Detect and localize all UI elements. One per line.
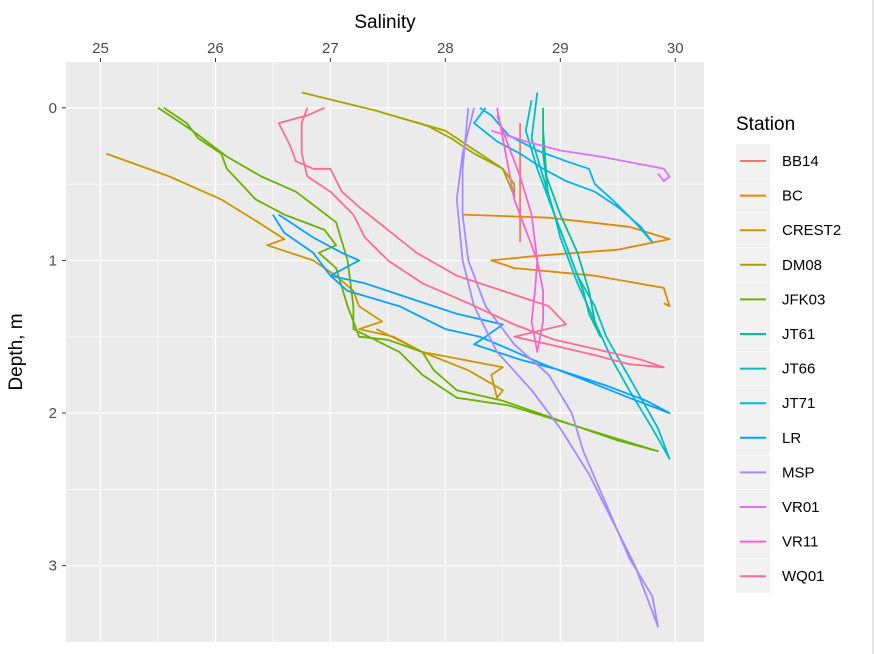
series-layer <box>105 91 671 628</box>
legend-label-vr01: VR01 <box>782 499 820 516</box>
series-line-dm08 <box>301 91 516 198</box>
series-line-crest2 <box>105 152 504 399</box>
y-tick-label: 1 <box>49 252 57 269</box>
legend: Station BB14 BC CREST2 DM08 JFK03 JT61 JT66 JT7… <box>736 114 841 594</box>
x-tick-label: 30 <box>667 40 684 57</box>
y-tick-label: 2 <box>49 405 57 422</box>
legend-label-bc: BC <box>782 188 803 205</box>
y-tick-label: 0 <box>49 100 57 117</box>
series-line-bc <box>462 213 671 308</box>
x-axis-ticks: 25 26 27 28 29 30 <box>92 40 684 62</box>
x-tick-label: 28 <box>437 40 454 57</box>
legend-title: Station <box>736 114 795 135</box>
plot-panel-background <box>66 62 704 642</box>
x-tick-label: 25 <box>92 40 109 57</box>
legend-label-crest2: CREST2 <box>782 222 841 239</box>
x-tick-label: 26 <box>207 40 224 57</box>
legend-label-dm08: DM08 <box>782 257 822 274</box>
x-axis-title: Salinity <box>354 12 416 33</box>
x-tick-label: 27 <box>322 40 339 57</box>
series-line-wq01 <box>277 106 665 369</box>
y-tick-label: 3 <box>49 558 57 575</box>
legend-label-bb14: BB14 <box>782 153 819 170</box>
legend-label-msp: MSP <box>782 464 815 481</box>
series-line-lr <box>272 213 671 414</box>
legend-label-lr: LR <box>782 430 801 447</box>
y-axis-ticks: 0 1 2 3 <box>49 100 66 575</box>
series-line-jt71 <box>473 107 654 243</box>
legend-label-jt71: JT71 <box>782 395 815 412</box>
legend-label-jt61: JT61 <box>782 326 815 343</box>
legend-label-wq01: WQ01 <box>782 568 825 585</box>
x-tick-label: 29 <box>552 40 569 57</box>
series-line-vr01 <box>491 129 671 182</box>
series-line-jt66 <box>524 92 671 460</box>
y-axis-title: Depth, m <box>6 313 27 390</box>
major-gridlines <box>66 62 704 642</box>
legend-label-jt66: JT66 <box>782 361 815 378</box>
legend-items: BB14 BC CREST2 DM08 JFK03 JT61 JT66 JT71 LR MSP VR… <box>736 144 841 594</box>
series-line-vr11 <box>496 107 544 353</box>
legend-label-jfk03: JFK03 <box>782 291 825 308</box>
legend-label-vr11: VR11 <box>782 534 818 551</box>
